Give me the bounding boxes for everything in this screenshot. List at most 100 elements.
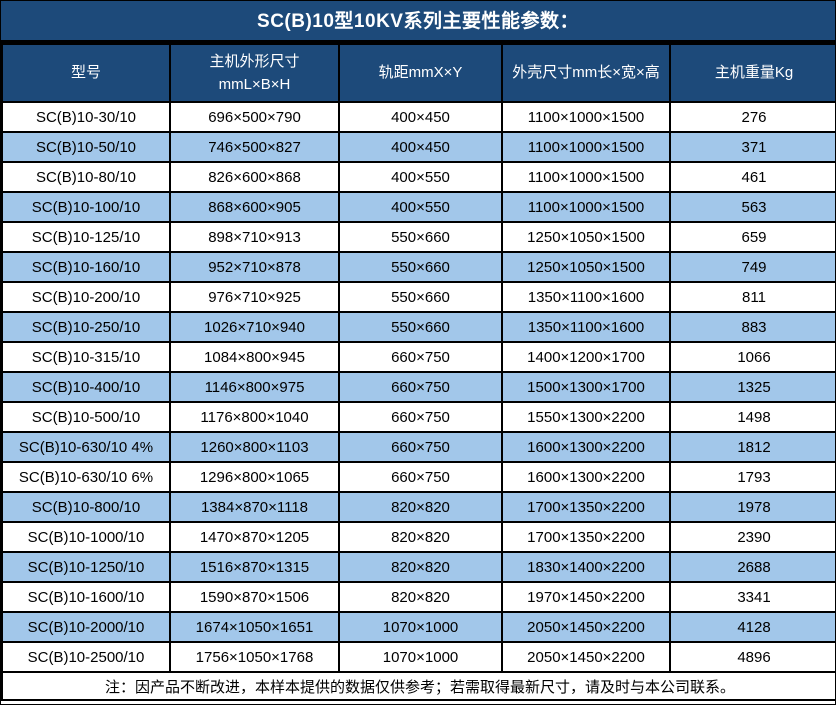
table-cell: 1325 [669,371,835,403]
table-cell: 550×660 [338,251,503,283]
table-cell: 1756×1050×1768 [169,641,340,673]
table-cell: 660×750 [338,461,503,493]
table-cell: SC(B)10-200/10 [1,281,171,313]
table-row: SC(B)10-2500/10 1756×1050×1768 1070×1000 20… [1,641,835,673]
footer-note: 注：因产品不断改进，本样本提供的数据仅供参考；若需取得最新尺寸，请及时与本公司联… [1,671,835,701]
table-cell: 660×750 [338,371,503,403]
column-header: 轨距mmX×Y [338,43,503,103]
table-row: SC(B)10-315/10 1084×800×945 660×750 1400×12… [1,341,835,373]
column-header: 型号 [1,43,171,103]
table-cell: SC(B)10-630/10 4% [1,431,171,463]
table-cell: 1100×1000×1500 [501,101,671,133]
column-header: 主机重量Kg [669,43,835,103]
table-row: SC(B)10-2000/10 1674×1050×1651 1070×1000 20… [1,611,835,643]
table-cell: 1084×800×945 [169,341,340,373]
table-cell: SC(B)10-2500/10 [1,641,171,673]
table-cell: 746×500×827 [169,131,340,163]
table-cell: 1970×1450×2200 [501,581,671,613]
table-cell: 550×660 [338,281,503,313]
table-cell: 660×750 [338,341,503,373]
table-row: SC(B)10-630/10 4% 1260×800×1103 660×750 160… [1,431,835,463]
table-cell: 400×550 [338,191,503,223]
table-cell: 659 [669,221,835,253]
table-cell: 952×710×878 [169,251,340,283]
table-cell: SC(B)10-30/10 [1,101,171,133]
table-row: SC(B)10-200/10 976×710×925 550×660 1350×110… [1,281,835,313]
table-cell: 563 [669,191,835,223]
table-cell: 1550×1300×2200 [501,401,671,433]
table-cell: 461 [669,161,835,193]
table-cell: SC(B)10-315/10 [1,341,171,373]
table-cell: SC(B)10-630/10 6% [1,461,171,493]
table-row: SC(B)10-500/10 1176×800×1040 660×750 1550×1… [1,401,835,433]
table-cell: 1830×1400×2200 [501,551,671,583]
table-cell: SC(B)10-80/10 [1,161,171,193]
spec-table: 型号 主机外形尺寸 mmL×B×H 轨距mmX×Y 外壳尺寸mm长×宽×高 主机重量Kg… [1,43,835,701]
table-cell: 400×550 [338,161,503,193]
footer-row: 注：因产品不断改进，本样本提供的数据仅供参考；若需取得最新尺寸，请及时与本公司联… [1,671,835,701]
table-cell: 550×660 [338,311,503,343]
table-cell: 1516×870×1315 [169,551,340,583]
table-row: SC(B)10-100/10 868×600×905 400×550 1100×100… [1,191,835,223]
table-row: SC(B)10-800/10 1384×870×1118 820×820 1700×1… [1,491,835,523]
table-cell: 550×660 [338,221,503,253]
table-cell: 1498 [669,401,835,433]
table-row: SC(B)10-400/10 1146×800×975 660×750 1500×13… [1,371,835,403]
table-cell: 1978 [669,491,835,523]
table-cell: 1070×1000 [338,641,503,673]
table-cell: 1674×1050×1651 [169,611,340,643]
table-row: SC(B)10-1250/10 1516×870×1315 820×820 1830×… [1,551,835,583]
table-cell: 820×820 [338,551,503,583]
table-cell: SC(B)10-100/10 [1,191,171,223]
table-cell: SC(B)10-800/10 [1,491,171,523]
column-header: 外壳尺寸mm长×宽×高 [501,43,671,103]
table-cell: 2050×1450×2200 [501,611,671,643]
table-cell: 371 [669,131,835,163]
table-cell: 820×820 [338,491,503,523]
table-cell: SC(B)10-500/10 [1,401,171,433]
table-cell: 1146×800×975 [169,371,340,403]
table-cell: 1500×1300×1700 [501,371,671,403]
table-row: SC(B)10-1000/10 1470×870×1205 820×820 1700×… [1,521,835,553]
table-cell: 1070×1000 [338,611,503,643]
table-cell: 696×500×790 [169,101,340,133]
table-cell: 1250×1050×1500 [501,251,671,283]
table-cell: 1100×1000×1500 [501,191,671,223]
table-cell: 2050×1450×2200 [501,641,671,673]
table-cell: 660×750 [338,431,503,463]
table-cell: 883 [669,311,835,343]
header-row: 型号 主机外形尺寸 mmL×B×H 轨距mmX×Y 外壳尺寸mm长×宽×高 主机重量Kg [1,43,835,103]
table-row: SC(B)10-160/10 952×710×878 550×660 1250×105… [1,251,835,283]
table-cell: SC(B)10-2000/10 [1,611,171,643]
table-cell: 1026×710×940 [169,311,340,343]
table-cell: SC(B)10-50/10 [1,131,171,163]
table-cell: SC(B)10-400/10 [1,371,171,403]
table-cell: 4896 [669,641,835,673]
table-cell: 1176×800×1040 [169,401,340,433]
table-cell: 2390 [669,521,835,553]
table-cell: 276 [669,101,835,133]
table-cell: SC(B)10-1600/10 [1,581,171,613]
table-cell: 1700×1350×2200 [501,521,671,553]
table-row: SC(B)10-125/10 898×710×913 550×660 1250×105… [1,221,835,253]
table-cell: 1296×800×1065 [169,461,340,493]
table-cell: 1100×1000×1500 [501,161,671,193]
table-cell: SC(B)10-250/10 [1,311,171,343]
table-cell: SC(B)10-125/10 [1,221,171,253]
table-cell: 1350×1100×1600 [501,311,671,343]
table-row: SC(B)10-1600/10 1590×870×1506 820×820 1970×… [1,581,835,613]
table-cell: 820×820 [338,581,503,613]
table-cell: 400×450 [338,101,503,133]
table-cell: 820×820 [338,521,503,553]
table-cell: SC(B)10-1250/10 [1,551,171,583]
table-cell: 1590×870×1506 [169,581,340,613]
table-cell: 4128 [669,611,835,643]
table-cell: 3341 [669,581,835,613]
table-row: SC(B)10-30/10 696×500×790 400×450 1100×1000… [1,101,835,133]
table-cell: 811 [669,281,835,313]
table-cell: 660×750 [338,401,503,433]
table-row: SC(B)10-250/10 1026×710×940 550×660 1350×11… [1,311,835,343]
table-cell: 1600×1300×2200 [501,431,671,463]
column-header: 主机外形尺寸 mmL×B×H [169,43,340,103]
